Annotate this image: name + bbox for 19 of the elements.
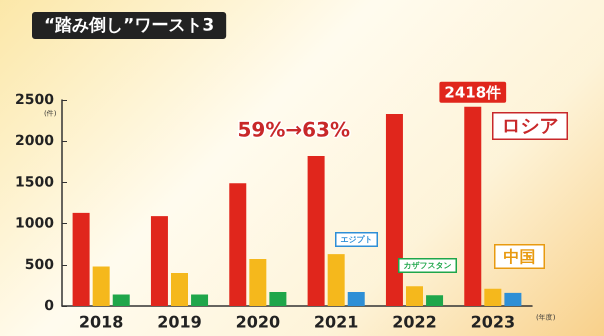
x-tick-label: 2018 — [78, 312, 124, 332]
x-tick-label: 2022 — [392, 312, 437, 332]
y-tick-label: 2500 — [15, 92, 54, 108]
x-tick-label: 2021 — [314, 312, 358, 332]
annotation: 中国 — [504, 247, 536, 266]
y-tick-label: 0 — [44, 298, 54, 314]
x-tick-label: 2023 — [470, 312, 516, 332]
chart-title: “踏み倒し”ワースト3 — [44, 16, 214, 36]
y-tick-label: 1500 — [15, 174, 54, 190]
x-tick-label: 2020 — [236, 312, 280, 332]
y-tick-label: 2000 — [15, 133, 54, 150]
x-tick-label: 2019 — [157, 312, 202, 332]
annotation: カザフスタン — [404, 261, 452, 270]
y-tick-label: 1000 — [15, 216, 54, 232]
annotation: エジプト — [340, 235, 372, 244]
annotation: ロシア — [502, 115, 558, 137]
data-label: 2418件 — [444, 83, 502, 102]
y-tick-label: 500 — [24, 256, 54, 273]
annotation: 59%→63% — [238, 118, 350, 142]
